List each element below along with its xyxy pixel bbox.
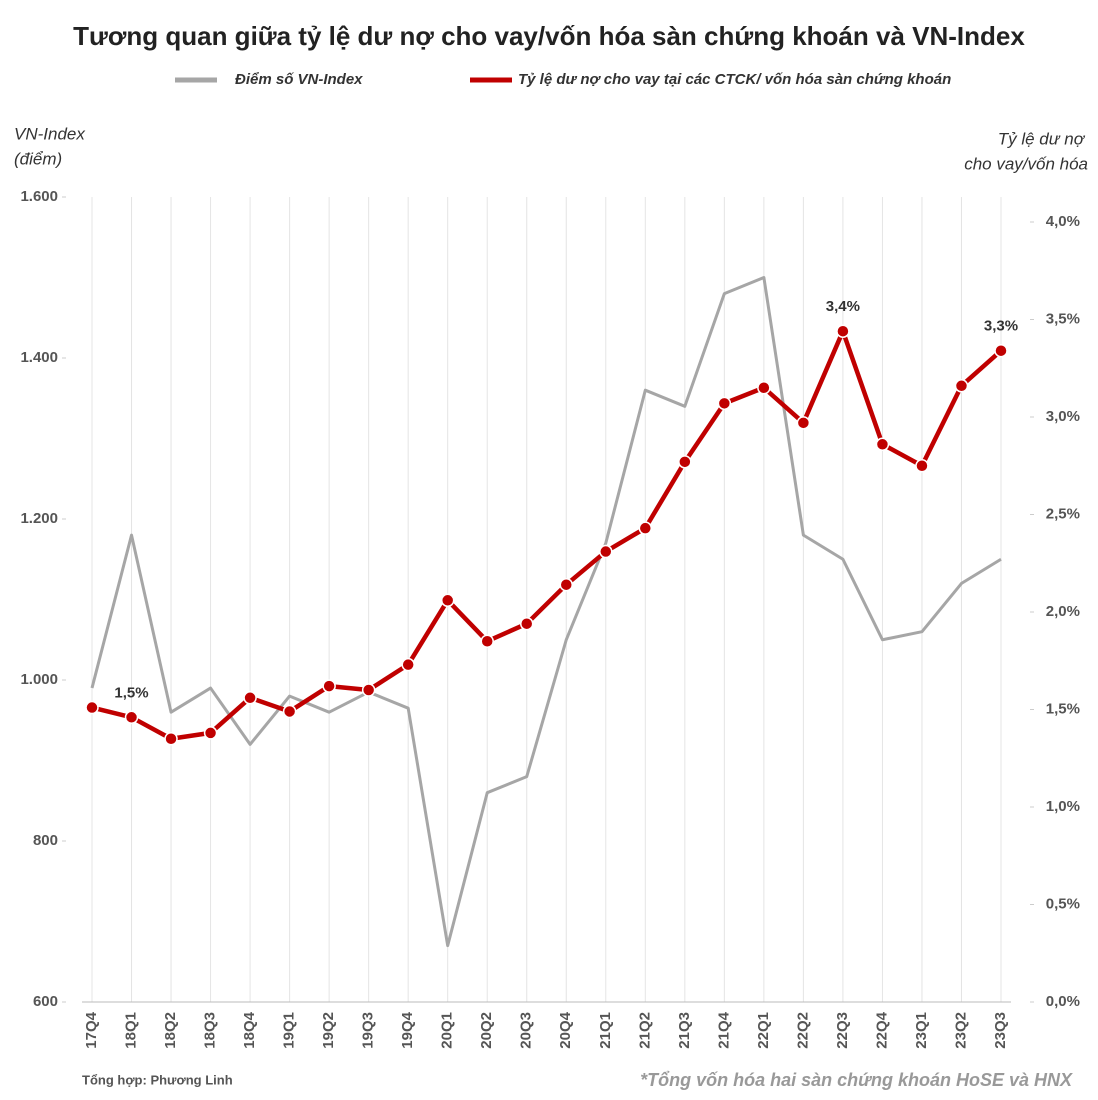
data-label: 3,3% <box>984 318 1018 335</box>
x-tick-label: 18Q3 <box>202 1012 219 1049</box>
x-tick-label: 18Q4 <box>241 1011 258 1048</box>
y-tick-label: 1.400 <box>20 349 58 366</box>
y-tick-label: 1.000 <box>20 671 58 688</box>
y-tick-label: 1.600 <box>20 188 58 205</box>
marker <box>796 416 811 430</box>
marker <box>559 577 574 592</box>
legend-label: Điểm số VN-Index <box>235 71 363 88</box>
marker <box>994 343 1008 358</box>
marker <box>757 381 771 395</box>
data-label: 3,4% <box>826 298 860 315</box>
y2-tick-label: 2,0% <box>1046 603 1080 620</box>
x-tick-label: 20Q1 <box>439 1012 456 1049</box>
note: *Tổng vốn hóa hai sàn chứng khoán HoSE v… <box>640 1070 1073 1090</box>
x-tick-label: 18Q2 <box>162 1012 179 1049</box>
marker <box>440 593 455 608</box>
y2-tick-label: 4,0% <box>1046 213 1080 230</box>
marker <box>282 704 297 719</box>
x-tick-label: 19Q3 <box>360 1012 377 1049</box>
x-tick-label: 22Q2 <box>794 1012 811 1049</box>
y-tick-label: 800 <box>33 832 58 849</box>
x-tick-label: 19Q2 <box>320 1012 337 1049</box>
source: Tổng hợp: Phương Linh <box>82 1072 233 1087</box>
marker <box>717 396 732 411</box>
x-tick-label: 17Q4 <box>83 1011 100 1048</box>
marker <box>678 455 692 469</box>
y2-axis-title: Tỷ lệ dư nợ <box>998 129 1086 148</box>
legend-label: Tỷ lệ dư nợ cho vay tại các CTCK/ vốn hó… <box>518 71 951 88</box>
x-tick-label: 20Q2 <box>478 1012 495 1049</box>
marker <box>875 437 890 452</box>
marker <box>638 521 653 535</box>
y2-tick-label: 1,5% <box>1046 700 1080 717</box>
x-tick-label: 20Q3 <box>518 1012 535 1049</box>
marker <box>599 544 613 559</box>
marker <box>954 379 969 393</box>
marker <box>361 683 376 697</box>
y-tick-label: 600 <box>33 993 58 1010</box>
y-axis-title: VN-Index <box>14 124 85 143</box>
marker <box>519 616 534 631</box>
chart-title: Tương quan giữa tỷ lệ dư nợ cho vay/vốn … <box>73 21 1025 51</box>
y2-tick-label: 0,0% <box>1046 993 1080 1010</box>
x-tick-label: 21Q2 <box>636 1012 653 1049</box>
marker <box>85 700 99 715</box>
marker <box>401 657 415 672</box>
marker <box>203 726 218 740</box>
y2-tick-label: 1,0% <box>1046 798 1080 815</box>
x-tick-label: 19Q1 <box>281 1012 298 1049</box>
x-tick-label: 23Q3 <box>992 1012 1009 1049</box>
series-line <box>90 276 1002 948</box>
x-tick-label: 21Q1 <box>597 1012 614 1049</box>
y2-tick-label: 2,5% <box>1046 505 1080 522</box>
marker <box>480 634 494 648</box>
y2-tick-label: 3,5% <box>1046 310 1080 327</box>
x-tick-label: 19Q4 <box>399 1011 416 1048</box>
y2-axis-title: cho vay/vốn hóa <box>964 154 1088 173</box>
y2-tick-label: 3,0% <box>1046 408 1080 425</box>
marker <box>322 679 336 693</box>
marker <box>836 324 850 338</box>
marker <box>164 732 178 746</box>
series-line <box>91 328 1003 741</box>
x-tick-label: 23Q1 <box>913 1012 930 1049</box>
marker <box>243 691 257 705</box>
marker <box>124 710 139 725</box>
x-tick-label: 21Q3 <box>676 1012 693 1049</box>
y2-tick-label: 0,5% <box>1046 895 1080 912</box>
x-tick-label: 20Q4 <box>557 1011 574 1048</box>
x-tick-label: 22Q4 <box>873 1011 890 1048</box>
marker <box>915 459 929 473</box>
x-tick-label: 18Q1 <box>122 1012 139 1049</box>
x-tick-label: 21Q4 <box>715 1011 732 1048</box>
data-label: 1,5% <box>114 684 148 701</box>
x-tick-label: 23Q2 <box>952 1012 969 1049</box>
x-tick-label: 22Q1 <box>755 1012 772 1049</box>
y-tick-label: 1.200 <box>20 510 58 527</box>
y-axis-title: (điểm) <box>14 149 62 168</box>
x-tick-label: 22Q3 <box>834 1012 851 1049</box>
